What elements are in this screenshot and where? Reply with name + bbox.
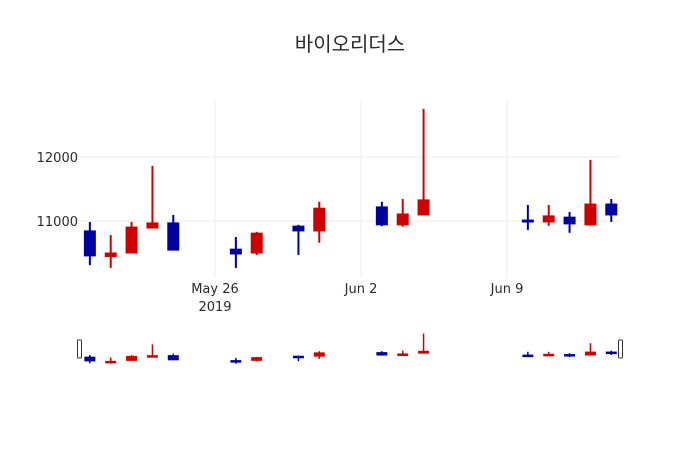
candle[interactable] — [313, 201, 326, 243]
candle-body — [292, 225, 305, 232]
slider-candle-body — [418, 350, 430, 354]
slider-candle-body — [397, 353, 409, 356]
slider-candle-body — [230, 360, 242, 363]
candle-body — [396, 213, 409, 226]
candle-body — [417, 199, 430, 216]
slider-candle-body — [564, 354, 576, 357]
range-slider-right-handle[interactable] — [618, 339, 623, 359]
slider-candle-body — [292, 355, 304, 359]
candle[interactable] — [146, 165, 159, 229]
slider-candle-body — [251, 357, 263, 361]
candle-body — [229, 248, 242, 255]
candle[interactable] — [125, 221, 138, 254]
candle-body — [146, 222, 159, 229]
candle[interactable] — [563, 212, 576, 233]
y-tick-label: 12000 — [37, 151, 78, 166]
candle[interactable] — [292, 224, 305, 255]
x-axis: May 26 2019 Jun 2 Jun 9 — [191, 282, 523, 315]
candle-body — [563, 216, 576, 225]
candle[interactable] — [167, 214, 180, 251]
candle[interactable] — [229, 237, 242, 269]
candle[interactable] — [542, 205, 555, 226]
y-axis: 11000 12000 — [37, 151, 78, 230]
y-tick-label: 11000 — [37, 215, 78, 230]
slider-candle-body — [522, 354, 534, 358]
slider-candle-body — [84, 356, 96, 362]
slider-candle-body — [105, 360, 117, 364]
slider-candle-body — [584, 351, 596, 356]
range-slider-left-handle[interactable] — [77, 339, 82, 359]
gridlines — [80, 100, 620, 278]
x-tick-label: Jun 2 — [344, 282, 378, 297]
candle-body — [584, 203, 597, 226]
slider-candle-body — [167, 355, 179, 361]
candle[interactable] — [250, 231, 263, 255]
candle-body — [83, 230, 96, 257]
slider-candle-body — [376, 352, 388, 356]
x-tick-label: May 26 — [191, 282, 239, 297]
candle[interactable] — [584, 159, 597, 226]
candle[interactable] — [605, 198, 618, 222]
candle-body — [104, 252, 117, 258]
candle-body — [375, 206, 388, 226]
candle[interactable] — [375, 201, 388, 227]
candle[interactable] — [417, 109, 430, 216]
slider-candle-body — [313, 352, 325, 357]
slider-candle-body — [146, 355, 158, 358]
candle-body — [605, 203, 618, 216]
candle-body — [521, 219, 534, 223]
range-slider[interactable] — [77, 333, 623, 364]
candle-body — [313, 207, 326, 232]
slider-candle-body — [605, 351, 617, 355]
chart-title: 바이오리더스 — [294, 32, 406, 56]
x-tick-label: Jun 9 — [490, 282, 524, 297]
candle-body — [250, 232, 263, 254]
candle[interactable] — [104, 235, 117, 269]
slider-candle-body — [126, 355, 138, 361]
candle-body — [125, 226, 138, 254]
candle[interactable] — [396, 198, 409, 227]
slider-candle-body — [543, 353, 555, 357]
candle[interactable] — [83, 221, 96, 266]
candles-plot[interactable] — [83, 109, 618, 269]
candle[interactable] — [521, 205, 534, 230]
x-tick-sublabel: 2019 — [198, 300, 231, 315]
candle-body — [167, 222, 180, 251]
candle-body — [542, 215, 555, 223]
